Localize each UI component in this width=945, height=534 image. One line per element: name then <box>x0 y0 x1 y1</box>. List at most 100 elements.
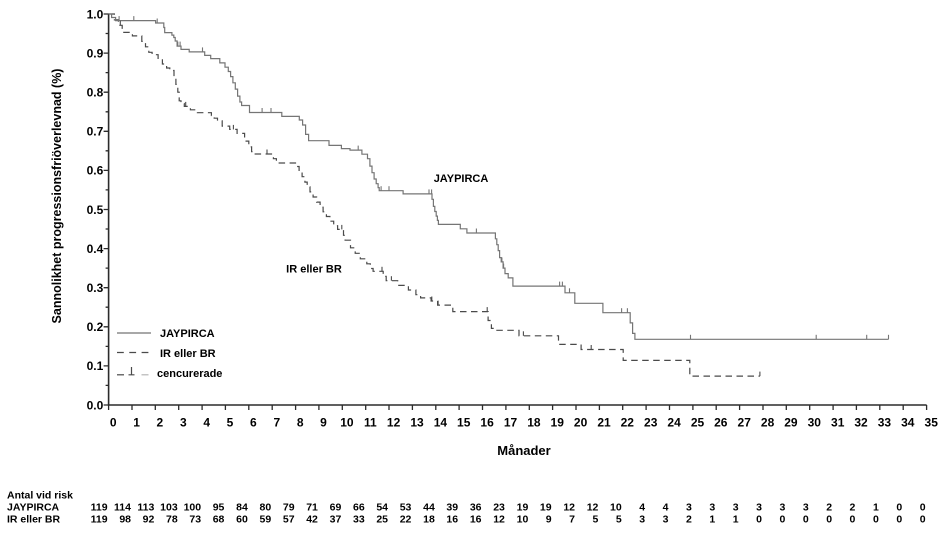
svg-text:22: 22 <box>400 514 412 526</box>
svg-text:Månader: Månader <box>497 443 550 458</box>
svg-text:84: 84 <box>236 502 248 514</box>
svg-text:28: 28 <box>761 416 775 430</box>
svg-text:0: 0 <box>803 514 809 526</box>
svg-text:Sannolikhet progressionsfriöve: Sannolikhet progressionsfriöverlevnad (%… <box>50 69 64 324</box>
svg-text:1: 1 <box>873 502 879 514</box>
svg-text:53: 53 <box>400 502 412 514</box>
svg-text:JAYPIRCA: JAYPIRCA <box>7 502 60 514</box>
svg-text:5: 5 <box>593 514 599 526</box>
svg-text:3: 3 <box>733 502 739 514</box>
svg-text:23: 23 <box>644 416 658 430</box>
svg-text:42: 42 <box>306 514 318 526</box>
svg-text:JAYPIRCA: JAYPIRCA <box>434 173 489 185</box>
svg-text:0.6: 0.6 <box>87 164 104 178</box>
svg-text:92: 92 <box>143 514 155 526</box>
svg-text:33: 33 <box>878 416 892 430</box>
svg-text:0: 0 <box>756 514 762 526</box>
svg-text:95: 95 <box>213 502 225 514</box>
svg-text:0: 0 <box>779 514 785 526</box>
svg-text:119: 119 <box>91 502 108 514</box>
svg-text:12: 12 <box>587 502 599 514</box>
svg-text:57: 57 <box>283 514 295 526</box>
svg-text:0.7: 0.7 <box>87 125 104 139</box>
svg-text:39: 39 <box>446 502 458 514</box>
svg-text:27: 27 <box>738 416 752 430</box>
svg-text:0: 0 <box>873 514 879 526</box>
svg-text:5: 5 <box>616 514 622 526</box>
svg-text:4: 4 <box>639 502 645 514</box>
svg-text:IR eller BR: IR eller BR <box>7 514 61 526</box>
svg-text:35: 35 <box>925 416 939 430</box>
svg-text:12: 12 <box>563 502 575 514</box>
svg-text:10: 10 <box>517 514 529 526</box>
svg-text:80: 80 <box>260 502 272 514</box>
svg-text:44: 44 <box>423 502 435 514</box>
svg-text:2: 2 <box>686 514 692 526</box>
svg-text:78: 78 <box>166 514 178 526</box>
svg-text:9: 9 <box>546 514 552 526</box>
svg-text:19: 19 <box>551 416 565 430</box>
svg-text:103: 103 <box>160 502 178 514</box>
svg-text:7: 7 <box>273 416 280 430</box>
svg-text:0.0: 0.0 <box>87 398 104 412</box>
svg-text:36: 36 <box>470 502 482 514</box>
svg-text:0.5: 0.5 <box>87 203 104 217</box>
svg-text:3: 3 <box>180 416 187 430</box>
svg-text:79: 79 <box>283 502 295 514</box>
svg-text:13: 13 <box>410 416 424 430</box>
svg-text:18: 18 <box>423 514 435 526</box>
svg-text:0: 0 <box>920 502 926 514</box>
svg-text:Antal vid risk: Antal vid risk <box>7 489 73 501</box>
svg-text:98: 98 <box>119 514 131 526</box>
svg-text:3: 3 <box>709 502 715 514</box>
svg-text:12: 12 <box>387 416 401 430</box>
svg-text:0: 0 <box>896 514 902 526</box>
svg-text:66: 66 <box>353 502 365 514</box>
svg-text:8: 8 <box>297 416 304 430</box>
svg-text:2: 2 <box>157 416 164 430</box>
svg-text:113: 113 <box>137 502 154 514</box>
svg-text:JAYPIRCA: JAYPIRCA <box>160 328 215 340</box>
svg-text:2: 2 <box>826 502 832 514</box>
svg-text:30: 30 <box>808 416 822 430</box>
svg-text:24: 24 <box>667 416 681 430</box>
svg-text:32: 32 <box>854 416 868 430</box>
svg-text:3: 3 <box>663 514 669 526</box>
svg-text:3: 3 <box>803 502 809 514</box>
svg-text:10: 10 <box>610 502 622 514</box>
svg-text:1: 1 <box>709 514 715 526</box>
svg-text:1.0: 1.0 <box>87 7 104 21</box>
svg-text:20: 20 <box>574 416 588 430</box>
svg-text:25: 25 <box>376 514 388 526</box>
svg-text:15: 15 <box>457 416 471 430</box>
svg-text:21: 21 <box>597 416 611 430</box>
svg-text:22: 22 <box>621 416 635 430</box>
svg-text:33: 33 <box>353 514 365 526</box>
svg-text:31: 31 <box>831 416 845 430</box>
svg-text:11: 11 <box>364 416 377 430</box>
svg-text:5: 5 <box>227 416 234 430</box>
svg-text:2: 2 <box>850 502 856 514</box>
svg-text:68: 68 <box>213 514 225 526</box>
svg-text:3: 3 <box>779 502 785 514</box>
svg-text:cencurerade: cencurerade <box>157 368 222 380</box>
svg-text:26: 26 <box>714 416 728 430</box>
svg-text:114: 114 <box>114 502 131 514</box>
svg-text:0: 0 <box>110 416 117 430</box>
svg-text:3: 3 <box>639 514 645 526</box>
svg-text:19: 19 <box>540 502 552 514</box>
svg-text:69: 69 <box>330 502 342 514</box>
svg-text:29: 29 <box>784 416 798 430</box>
svg-text:0.9: 0.9 <box>87 46 104 60</box>
svg-text:19: 19 <box>517 502 529 514</box>
svg-text:7: 7 <box>569 514 575 526</box>
svg-text:0: 0 <box>896 502 902 514</box>
svg-text:10: 10 <box>340 416 354 430</box>
svg-text:17: 17 <box>504 416 518 430</box>
svg-text:23: 23 <box>493 502 505 514</box>
svg-text:4: 4 <box>663 502 669 514</box>
svg-text:0.8: 0.8 <box>87 86 104 100</box>
svg-text:1: 1 <box>133 416 140 430</box>
svg-text:12: 12 <box>493 514 505 526</box>
svg-text:0: 0 <box>826 514 832 526</box>
